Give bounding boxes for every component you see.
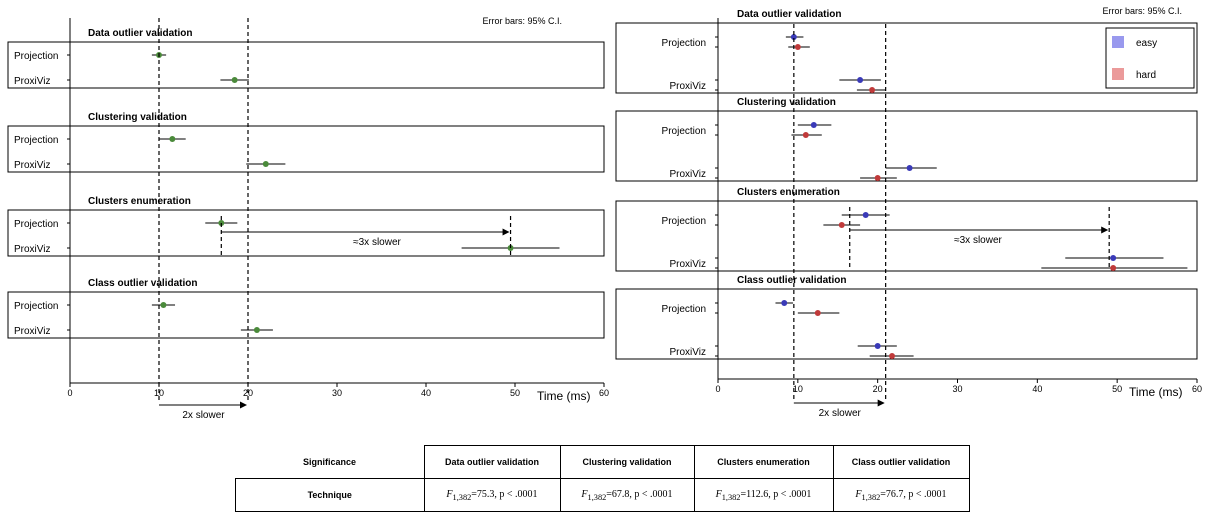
row-label: Projection — [14, 51, 58, 62]
panel-frame — [7, 41, 605, 89]
x-tick-label: 50 — [510, 388, 520, 398]
x-tick-label: 60 — [599, 388, 609, 398]
x-tick-label: 0 — [67, 388, 72, 398]
significance-table: Significance Data outlier validation Clu… — [235, 445, 970, 512]
x-tick-label: 20 — [873, 384, 883, 394]
row-label: ProxiViz — [14, 326, 51, 337]
data-point — [794, 44, 801, 50]
slowdown-label: 2x slower — [182, 410, 225, 421]
slowdown-label: ≈3x slower — [353, 237, 401, 248]
row-label: Projection — [662, 216, 706, 227]
row-label: ProxiViz — [14, 160, 51, 171]
data-point — [781, 300, 788, 306]
panel-title: Clusters enumeration — [737, 187, 840, 198]
data-point — [1110, 265, 1117, 271]
row-label: ProxiViz — [670, 259, 707, 270]
data-point — [790, 34, 797, 40]
data-point — [814, 310, 821, 316]
right-chart: 0 10 20 30 40 50 60 Time (ms) Error bars: 95% C.… — [615, 6, 1202, 419]
row-label: ProxiViz — [670, 169, 707, 180]
panel-title: Class outlier validation — [88, 278, 197, 289]
slowdown-label: 2x slower — [819, 408, 862, 419]
row-label: Projection — [662, 126, 706, 137]
row-label: ProxiViz — [14, 76, 51, 87]
panel-title: Clusters enumeration — [88, 196, 191, 207]
data-point — [874, 175, 881, 181]
row-label: Projection — [14, 135, 58, 146]
panel-frame — [7, 291, 605, 339]
data-point — [1110, 255, 1117, 261]
data-point — [874, 343, 881, 349]
data-point — [262, 161, 269, 167]
legend-swatch — [1112, 36, 1124, 48]
panel-title: Class outlier validation — [737, 275, 846, 286]
x-tick-label: 50 — [1112, 384, 1122, 394]
table-header-clusters-enumeration: Clusters enumeration — [693, 445, 834, 479]
x-tick-label: 60 — [1192, 384, 1202, 394]
x-axis-title: Time (ms) — [1129, 385, 1183, 399]
table-header-data-outlier: Data outlier validation — [423, 445, 561, 479]
data-point — [838, 222, 845, 228]
table-header-clustering: Clustering validation — [559, 445, 695, 479]
panel-frame — [615, 200, 1198, 272]
x-tick-label: 10 — [793, 384, 803, 394]
legend-label: hard — [1136, 70, 1156, 81]
data-point — [906, 165, 913, 171]
x-tick-label: 40 — [421, 388, 431, 398]
panel-title: Clustering validation — [88, 112, 187, 123]
row-label: Projection — [662, 304, 706, 315]
panel-frame — [615, 22, 1198, 94]
panel-frame — [7, 209, 605, 257]
data-point — [169, 136, 176, 142]
data-point — [231, 77, 238, 83]
x-tick-label: 40 — [1032, 384, 1042, 394]
data-point — [253, 327, 260, 333]
row-label: Projection — [662, 38, 706, 49]
data-point — [857, 77, 864, 83]
error-bar-note: Error bars: 95% C.I. — [482, 16, 562, 26]
legend-label: easy — [1136, 38, 1157, 49]
x-tick-label: 30 — [952, 384, 962, 394]
data-point — [862, 212, 869, 218]
row-label: Projection — [14, 301, 58, 312]
panel-title: Data outlier validation — [737, 9, 841, 20]
data-point — [889, 353, 896, 359]
row-label: Projection — [14, 219, 58, 230]
data-point — [869, 87, 876, 93]
x-tick-label: 0 — [715, 384, 720, 394]
row-label: ProxiViz — [14, 244, 51, 255]
error-bar-note: Error bars: 95% C.I. — [1102, 6, 1182, 16]
panel-title: Clustering validation — [737, 97, 836, 108]
table-cell-stat: F1,382=112.6, p < .0001 — [693, 478, 834, 512]
row-label: ProxiViz — [670, 347, 707, 358]
data-point — [160, 302, 167, 308]
table-header-class-outlier: Class outlier validation — [832, 445, 970, 479]
slowdown-label: ≈3x slower — [954, 235, 1002, 246]
data-point — [810, 122, 817, 128]
table-cell-stat: F1,382=75.3, p < .0001 — [423, 478, 561, 512]
table-row-label: Technique — [235, 478, 425, 512]
table-corner-label: Significance — [235, 445, 425, 479]
legend-swatch — [1112, 68, 1124, 80]
x-axis-title: Time (ms) — [537, 389, 591, 403]
panel-frame — [7, 125, 605, 173]
panel-frame — [615, 110, 1198, 182]
panel-frame — [615, 288, 1198, 360]
x-tick-label: 30 — [332, 388, 342, 398]
data-point — [802, 132, 809, 138]
table-cell-stat: F1,382=67.8, p < .0001 — [559, 478, 695, 512]
panel-title: Data outlier validation — [88, 28, 192, 39]
row-label: ProxiViz — [670, 81, 707, 92]
table-cell-stat: F1,382=76.7, p < .0001 — [832, 478, 970, 512]
